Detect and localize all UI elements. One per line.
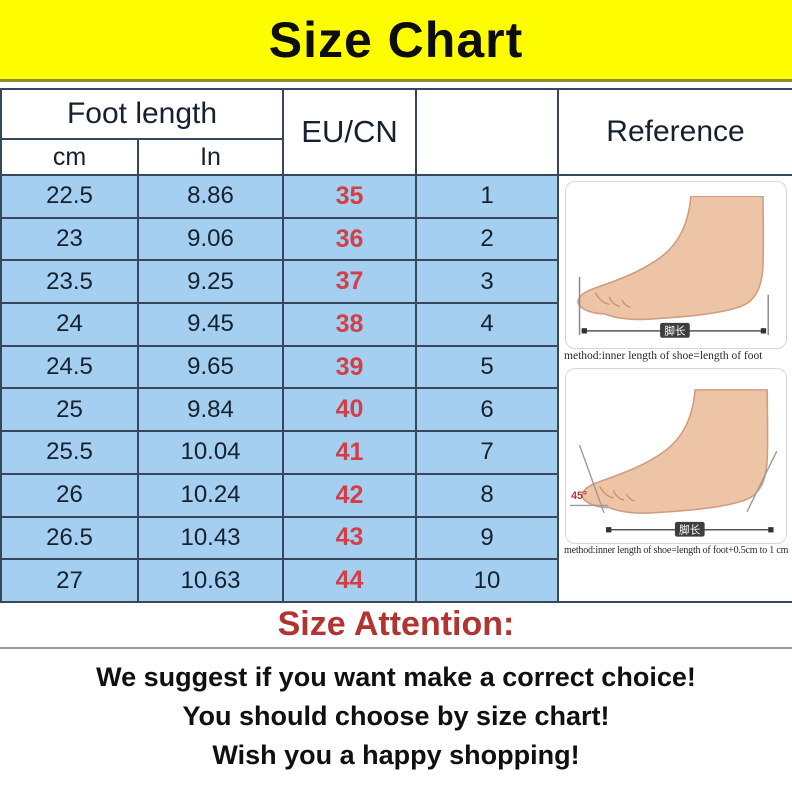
angle-label: 45° — [571, 490, 587, 502]
cell-cm: 26.5 — [0, 515, 139, 561]
cell-eu: 37 — [282, 259, 418, 305]
cell-in: 10.24 — [136, 472, 285, 518]
cell-us: 10 — [415, 558, 560, 603]
size-chart-banner: Size Chart — [0, 0, 792, 82]
header-cm: cm — [0, 138, 139, 176]
cell-cm: 27 — [0, 558, 139, 603]
cell-eu: 41 — [282, 430, 418, 475]
cell-in: 9.06 — [136, 216, 285, 262]
cell-cm: 23.5 — [0, 259, 139, 305]
table-row: 26.5 10.43 43 9 — [0, 515, 792, 561]
cell-us: 9 — [415, 515, 560, 561]
cell-in: 9.84 — [136, 387, 285, 433]
reference-cell: 脚长 method:inner length of shoe=length of… — [557, 174, 792, 603]
cell-us: 1 — [415, 174, 560, 219]
figure1-caption: method:inner length of shoe=length of fo… — [564, 350, 763, 362]
cell-eu: 36 — [282, 216, 418, 262]
dimension-label-1: 脚长 — [664, 325, 686, 338]
cell-us: 7 — [415, 430, 560, 475]
cell-us: 4 — [415, 302, 560, 347]
advice-line-2: You should choose by size chart! — [182, 700, 610, 731]
cell-in: 8.86 — [136, 174, 285, 219]
header-foot-length: Foot length — [0, 88, 285, 140]
table-row: 22.5 8.86 35 1 — [0, 174, 792, 603]
dimension-label-2: 脚长 — [679, 523, 701, 536]
cell-us: 5 — [415, 344, 560, 390]
page-title: Size Chart — [268, 11, 524, 68]
cell-us: 2 — [415, 216, 560, 262]
figure2-caption: method:inner length of shoe=length of fo… — [564, 545, 789, 556]
table-row: 24.5 9.65 39 5 — [0, 344, 792, 390]
cell-in: 10.43 — [136, 515, 285, 561]
table-row: 27 10.63 44 10 — [0, 558, 792, 603]
reference-figure-flat: 脚长 method:inner length of shoe=length of… — [562, 181, 789, 362]
table-row: 23 9.06 36 2 — [0, 216, 792, 262]
cell-cm: 26 — [0, 472, 139, 518]
size-table: Foot length EU/CN Reference cm In 22.5 8… — [0, 88, 792, 603]
header-eu-cn: EU/CN — [282, 88, 418, 176]
cell-eu: 42 — [282, 472, 418, 518]
cell-cm: 25 — [0, 387, 139, 433]
advice-section: We suggest if you want make a correct ch… — [0, 649, 792, 775]
cell-eu: 39 — [282, 344, 418, 390]
cell-in: 10.63 — [136, 558, 285, 603]
cell-eu: 35 — [282, 174, 418, 219]
cell-in: 9.65 — [136, 344, 285, 390]
cell-eu: 40 — [282, 387, 418, 433]
header-blank — [415, 88, 560, 176]
cell-eu: 38 — [282, 302, 418, 347]
cell-cm: 23 — [0, 216, 139, 262]
table-row: 26 10.24 42 8 — [0, 472, 792, 518]
table-row: 23.5 9.25 37 3 — [0, 259, 792, 305]
cell-in: 9.45 — [136, 302, 285, 347]
header-in: In — [136, 138, 285, 176]
table-row: 25 9.84 40 6 — [0, 387, 792, 433]
table-row: 25.5 10.04 41 7 — [0, 430, 792, 475]
cell-cm: 24 — [0, 302, 139, 347]
table-row: 24 9.45 38 4 — [0, 302, 792, 347]
size-attention-strip: Size Attention: — [0, 603, 792, 649]
foot-photo-2: 45° 脚长 — [564, 368, 787, 544]
cell-eu: 44 — [282, 558, 418, 603]
foot-photo-1: 脚长 — [564, 181, 787, 349]
cell-in: 10.04 — [136, 430, 285, 475]
cell-us: 6 — [415, 387, 560, 433]
foot-measure-45-icon: 45° 脚长 — [569, 389, 777, 537]
cell-cm: 22.5 — [0, 174, 139, 219]
cell-eu: 43 — [282, 515, 418, 561]
cell-cm: 25.5 — [0, 430, 139, 475]
cell-us: 3 — [415, 259, 560, 305]
advice-line-3: Wish you a happy shopping! — [212, 739, 580, 770]
advice-line-1: We suggest if you want make a correct ch… — [96, 661, 696, 692]
reference-figure-angled: 45° 脚长 method:inner length of shoe=lengt… — [562, 368, 789, 556]
cell-cm: 24.5 — [0, 344, 139, 390]
size-attention-heading: Size Attention: — [277, 605, 515, 644]
header-reference: Reference — [557, 88, 792, 176]
cell-in: 9.25 — [136, 259, 285, 305]
foot-measure-icon: 脚长 — [576, 196, 769, 338]
cell-us: 8 — [415, 472, 560, 518]
